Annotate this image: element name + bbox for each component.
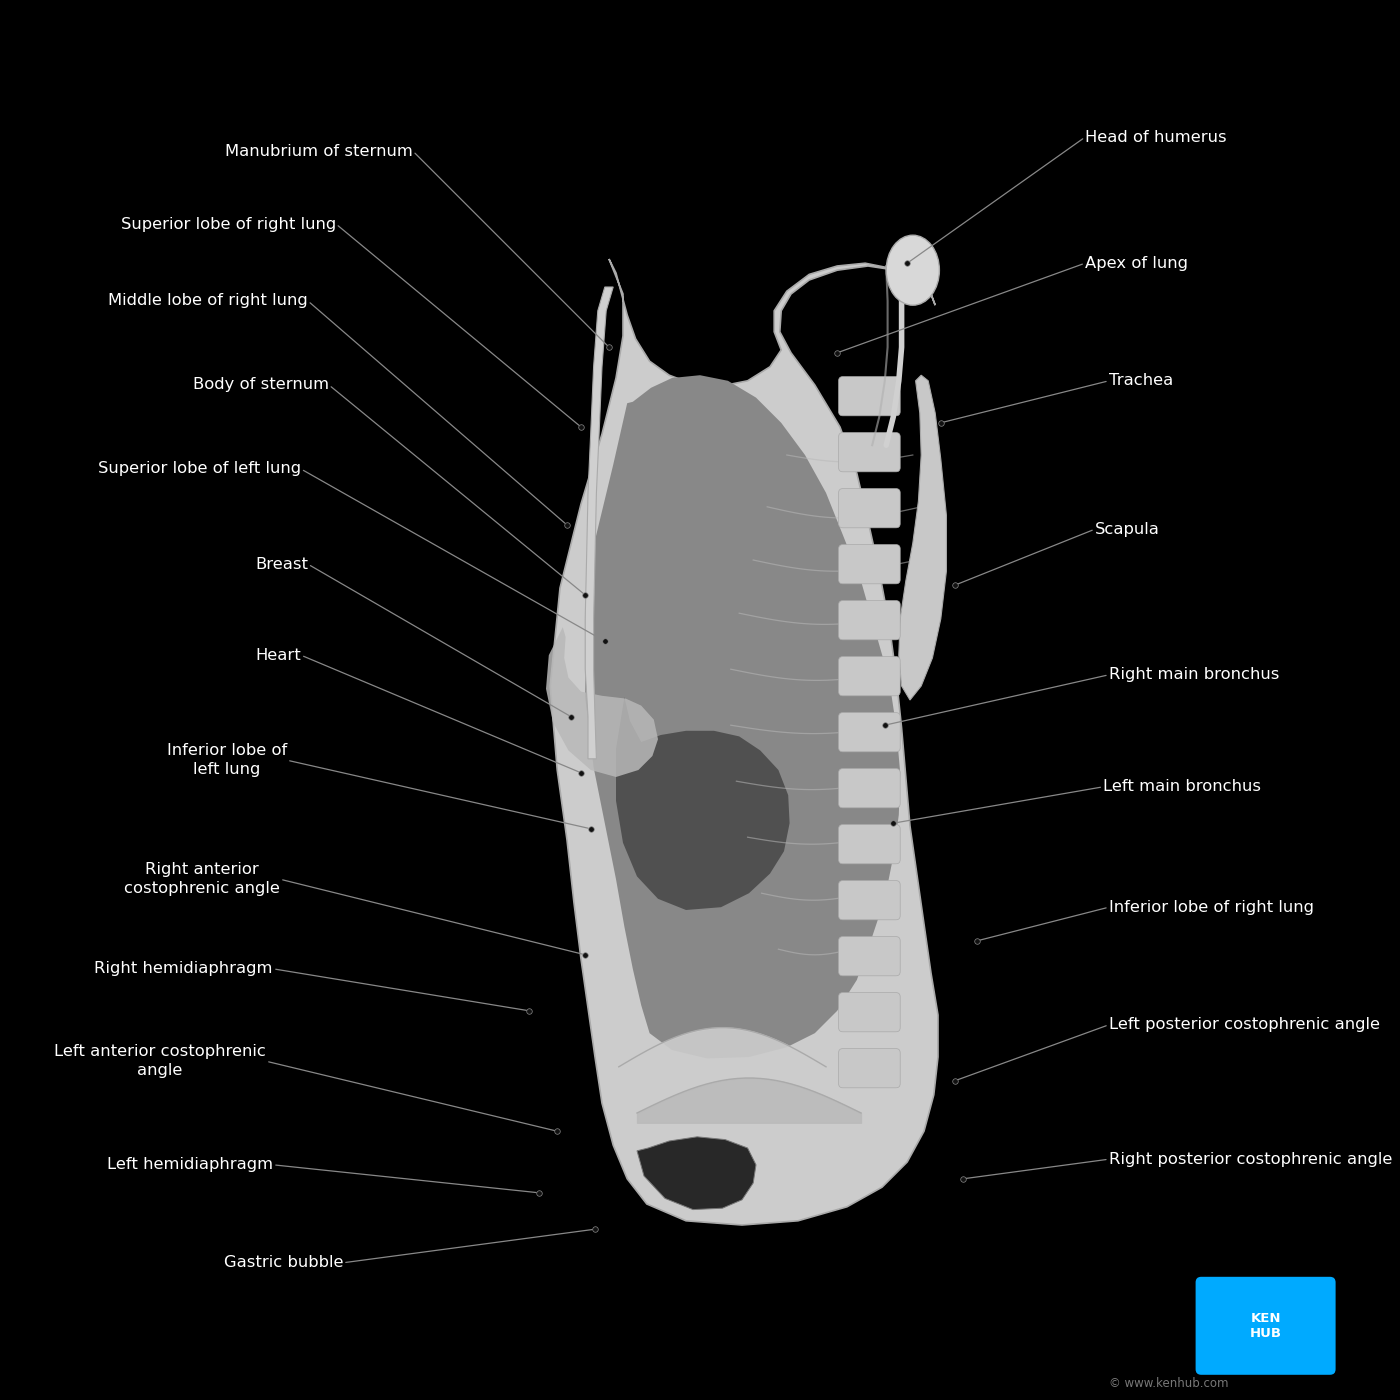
- FancyBboxPatch shape: [1196, 1277, 1336, 1375]
- FancyBboxPatch shape: [839, 825, 900, 864]
- Text: Right anterior
costophrenic angle: Right anterior costophrenic angle: [125, 862, 280, 896]
- Text: Trachea: Trachea: [1109, 374, 1173, 388]
- FancyBboxPatch shape: [839, 769, 900, 808]
- FancyBboxPatch shape: [839, 489, 900, 528]
- Polygon shape: [616, 697, 790, 910]
- Text: Inferior lobe of right lung: Inferior lobe of right lung: [1109, 900, 1313, 914]
- FancyBboxPatch shape: [839, 713, 900, 752]
- Text: Superior lobe of left lung: Superior lobe of left lung: [98, 462, 301, 476]
- FancyBboxPatch shape: [839, 993, 900, 1032]
- Text: Right posterior costophrenic angle: Right posterior costophrenic angle: [1109, 1152, 1392, 1166]
- Text: Right main bronchus: Right main bronchus: [1109, 668, 1280, 682]
- FancyBboxPatch shape: [839, 601, 900, 640]
- Polygon shape: [637, 1137, 756, 1210]
- FancyBboxPatch shape: [839, 545, 900, 584]
- Text: Superior lobe of right lung: Superior lobe of right lung: [120, 217, 336, 231]
- Text: Right hemidiaphragm: Right hemidiaphragm: [95, 962, 273, 976]
- Polygon shape: [550, 259, 938, 1225]
- Text: Heart: Heart: [255, 648, 301, 662]
- Text: Apex of lung: Apex of lung: [1085, 256, 1189, 270]
- Polygon shape: [585, 375, 900, 1058]
- Text: Scapula: Scapula: [1095, 522, 1159, 536]
- Text: Left main bronchus: Left main bronchus: [1103, 780, 1261, 794]
- Polygon shape: [546, 627, 658, 777]
- Text: Inferior lobe of
left lung: Inferior lobe of left lung: [167, 743, 287, 777]
- Text: Middle lobe of right lung: Middle lobe of right lung: [108, 294, 308, 308]
- FancyBboxPatch shape: [839, 657, 900, 696]
- FancyBboxPatch shape: [839, 433, 900, 472]
- Text: Head of humerus: Head of humerus: [1085, 130, 1226, 144]
- FancyBboxPatch shape: [839, 937, 900, 976]
- FancyBboxPatch shape: [839, 881, 900, 920]
- Ellipse shape: [886, 235, 939, 305]
- Text: Gastric bubble: Gastric bubble: [224, 1256, 343, 1270]
- Text: Left posterior costophrenic angle: Left posterior costophrenic angle: [1109, 1018, 1380, 1032]
- Text: Breast: Breast: [255, 557, 308, 571]
- Text: Left anterior costophrenic
angle: Left anterior costophrenic angle: [55, 1044, 266, 1078]
- Text: Manubrium of sternum: Manubrium of sternum: [225, 144, 413, 158]
- Text: Body of sternum: Body of sternum: [193, 378, 329, 392]
- FancyBboxPatch shape: [839, 1049, 900, 1088]
- Text: Left hemidiaphragm: Left hemidiaphragm: [106, 1158, 273, 1172]
- Polygon shape: [899, 375, 946, 700]
- Text: KEN
HUB: KEN HUB: [1250, 1312, 1281, 1340]
- FancyBboxPatch shape: [839, 377, 900, 416]
- Polygon shape: [585, 287, 613, 759]
- Text: © www.kenhub.com: © www.kenhub.com: [1109, 1376, 1229, 1390]
